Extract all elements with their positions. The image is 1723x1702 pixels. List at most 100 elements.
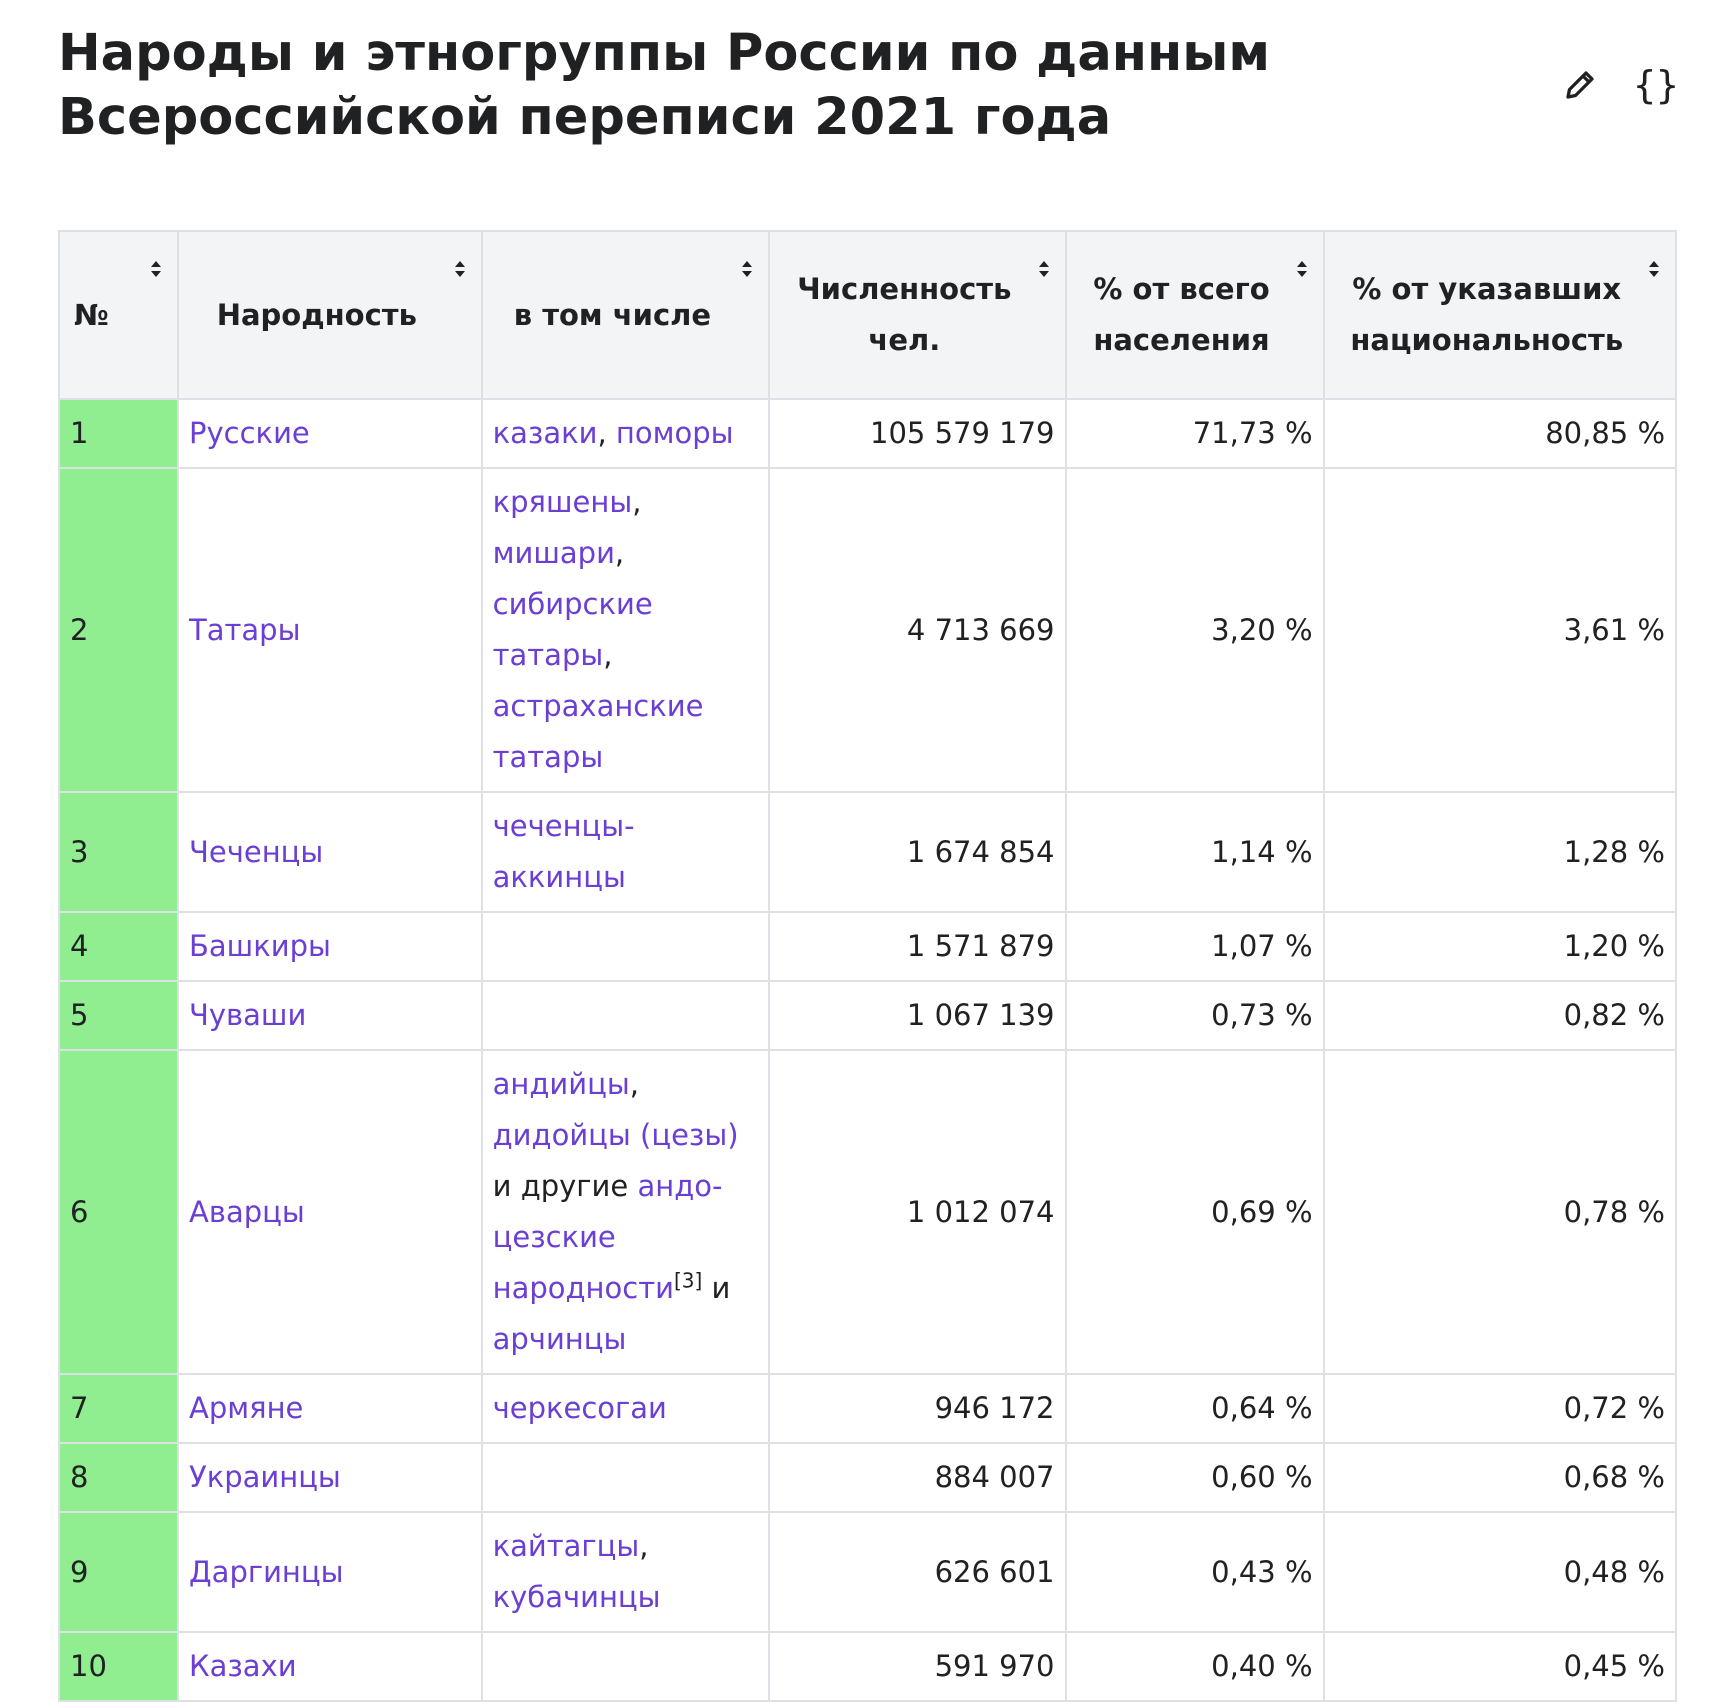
subgroups-cell: казаки, поморы bbox=[480, 398, 771, 469]
pct-declared-cell: 3,61 % bbox=[1322, 467, 1678, 793]
rank-cell: 3 bbox=[57, 791, 180, 913]
nation-cell: Армяне bbox=[177, 1373, 483, 1444]
pct-declared-cell: 0,68 % bbox=[1322, 1442, 1678, 1513]
column-header-subgroups[interactable]: в том числе bbox=[480, 230, 771, 400]
pct-total-cell: 0,40 % bbox=[1064, 1631, 1325, 1702]
nation-link[interactable]: Даргинцы bbox=[189, 1554, 344, 1589]
table-row: 6 Аварцы андийцы, дидойцы (цезы) и другие … bbox=[57, 1049, 1678, 1375]
nation-cell: Украинцы bbox=[177, 1442, 483, 1513]
column-header-count[interactable]: Численность чел. bbox=[768, 230, 1067, 400]
page-title: Народы и этногруппы России по данным Все… bbox=[58, 24, 1271, 147]
nation-link[interactable]: Аварцы bbox=[189, 1194, 305, 1229]
subgroup-link[interactable]: кряшены bbox=[492, 485, 633, 519]
subgroups-cell: кряшены, мишари, сибирские татары, астра… bbox=[480, 467, 771, 793]
sort-icon bbox=[151, 261, 162, 277]
count-cell: 591 970 bbox=[768, 1631, 1067, 1702]
reference-link[interactable]: [3] bbox=[673, 1268, 703, 1293]
column-header-label: в том числе bbox=[513, 297, 712, 332]
subgroups-cell bbox=[480, 980, 771, 1051]
column-header-label: Народность bbox=[216, 297, 417, 332]
pct-total-cell: 3,20 % bbox=[1064, 467, 1325, 793]
nation-cell: Даргинцы bbox=[177, 1511, 483, 1633]
pct-declared-cell: 0,45 % bbox=[1322, 1631, 1678, 1702]
column-header-nation[interactable]: Народность bbox=[177, 230, 483, 400]
subgroup-link[interactable]: черкесогаи bbox=[492, 1391, 667, 1425]
column-header-pct-total[interactable]: % от всего населения bbox=[1064, 230, 1325, 400]
subgroup-link[interactable]: астраханские татары bbox=[492, 689, 704, 774]
rank-cell: 10 bbox=[57, 1631, 180, 1702]
subgroup-link[interactable]: арчинцы bbox=[492, 1322, 627, 1356]
sort-icon bbox=[454, 261, 465, 277]
sort-icon bbox=[1649, 261, 1659, 277]
pct-declared-cell: 0,48 % bbox=[1322, 1511, 1678, 1633]
nation-link[interactable]: Казахи bbox=[189, 1649, 297, 1683]
rank-cell: 8 bbox=[57, 1442, 180, 1513]
count-cell: 105 579 179 bbox=[768, 398, 1067, 469]
subgroups-cell: андийцы, дидойцы (цезы) и другие андо-це… bbox=[480, 1049, 771, 1375]
pct-total-cell: 0,73 % bbox=[1064, 980, 1325, 1051]
nation-link[interactable]: Армяне bbox=[189, 1391, 304, 1425]
sort-icon bbox=[742, 261, 753, 277]
subgroup-link[interactable]: казаки bbox=[492, 416, 598, 450]
count-cell: 884 007 bbox=[768, 1442, 1067, 1513]
nation-link[interactable]: Русские bbox=[189, 416, 310, 450]
rank-cell: 2 bbox=[57, 467, 180, 793]
nation-link[interactable]: Украинцы bbox=[189, 1460, 341, 1494]
column-header-pct-declared[interactable]: % от указавших национальность bbox=[1322, 230, 1678, 400]
json-view-button[interactable]: {} bbox=[1631, 60, 1681, 110]
table-row: 4 Башкиры 1 571 879 1,07 % 1,20 % bbox=[57, 911, 1678, 982]
pct-total-cell: 0,64 % bbox=[1064, 1373, 1325, 1444]
census-table-body: 1 Русские казаки, поморы 105 579 179 71,73 %… bbox=[57, 398, 1678, 1702]
pct-total-cell: 0,60 % bbox=[1064, 1442, 1325, 1513]
subgroups-cell bbox=[480, 1631, 771, 1702]
count-cell: 4 713 669 bbox=[768, 467, 1067, 793]
pct-declared-cell: 0,72 % bbox=[1322, 1373, 1678, 1444]
nation-link[interactable]: Чеченцы bbox=[189, 834, 324, 869]
subgroup-link[interactable]: кубачинцы bbox=[492, 1580, 661, 1614]
subgroup-separator: , bbox=[632, 485, 642, 519]
subgroup-link[interactable]: андо-цезские народности bbox=[492, 1169, 723, 1305]
count-cell: 1 571 879 bbox=[768, 911, 1067, 982]
nation-link[interactable]: Татары bbox=[189, 612, 301, 647]
count-cell: 1 674 854 bbox=[768, 791, 1067, 913]
edit-button[interactable] bbox=[1555, 60, 1605, 110]
sort-icon bbox=[1296, 261, 1307, 277]
subgroup-link[interactable]: чеченцы-аккинцы bbox=[492, 809, 635, 894]
column-header-num[interactable]: № bbox=[57, 230, 180, 400]
nation-cell: Русские bbox=[177, 398, 483, 469]
subgroup-separator: , bbox=[603, 638, 613, 672]
title-toolbar: {} bbox=[1523, 60, 1723, 110]
rank-cell: 6 bbox=[57, 1049, 180, 1375]
subgroup-link[interactable]: кайтагцы bbox=[492, 1529, 640, 1563]
subgroup-link[interactable]: сибирские татары bbox=[492, 587, 653, 672]
pct-declared-cell: 1,20 % bbox=[1322, 911, 1678, 982]
subgroup-separator: , bbox=[597, 416, 616, 450]
rank-cell: 5 bbox=[57, 980, 180, 1051]
pct-total-cell: 1,07 % bbox=[1064, 911, 1325, 982]
nation-link[interactable]: Башкиры bbox=[189, 929, 331, 963]
subgroup-link[interactable]: дидойцы (цезы) bbox=[492, 1118, 739, 1152]
pct-total-cell: 0,43 % bbox=[1064, 1511, 1325, 1633]
pct-declared-cell: 80,85 % bbox=[1322, 398, 1678, 469]
nation-link[interactable]: Чуваши bbox=[189, 998, 307, 1032]
pct-total-cell: 1,14 % bbox=[1064, 791, 1325, 913]
pencil-icon bbox=[1566, 71, 1594, 99]
column-header-label: № bbox=[74, 297, 109, 332]
table-row: 8 Украинцы 884 007 0,60 % 0,68 % bbox=[57, 1442, 1678, 1513]
subgroup-link[interactable]: поморы bbox=[615, 416, 734, 450]
header-row: № Народность в том числе Численность чел… bbox=[57, 230, 1678, 400]
nation-cell: Аварцы bbox=[177, 1049, 483, 1375]
subgroup-link[interactable]: мишари bbox=[492, 536, 615, 570]
column-header-label: % от указавших национальность bbox=[1350, 272, 1624, 357]
subgroup-link[interactable]: андийцы bbox=[492, 1067, 630, 1101]
nation-cell: Чеченцы bbox=[177, 791, 483, 913]
nation-cell: Башкиры bbox=[177, 911, 483, 982]
subgroups-cell bbox=[480, 1442, 771, 1513]
subgroup-separator: , bbox=[629, 1067, 639, 1101]
nation-cell: Чуваши bbox=[177, 980, 483, 1051]
subgroup-separator: , bbox=[614, 536, 625, 570]
table-row: 1 Русские казаки, поморы 105 579 179 71,73 %… bbox=[57, 398, 1678, 469]
rank-cell: 1 bbox=[57, 398, 180, 469]
subgroups-cell: черкесогаи bbox=[480, 1373, 771, 1444]
pct-total-cell: 0,69 % bbox=[1064, 1049, 1325, 1375]
